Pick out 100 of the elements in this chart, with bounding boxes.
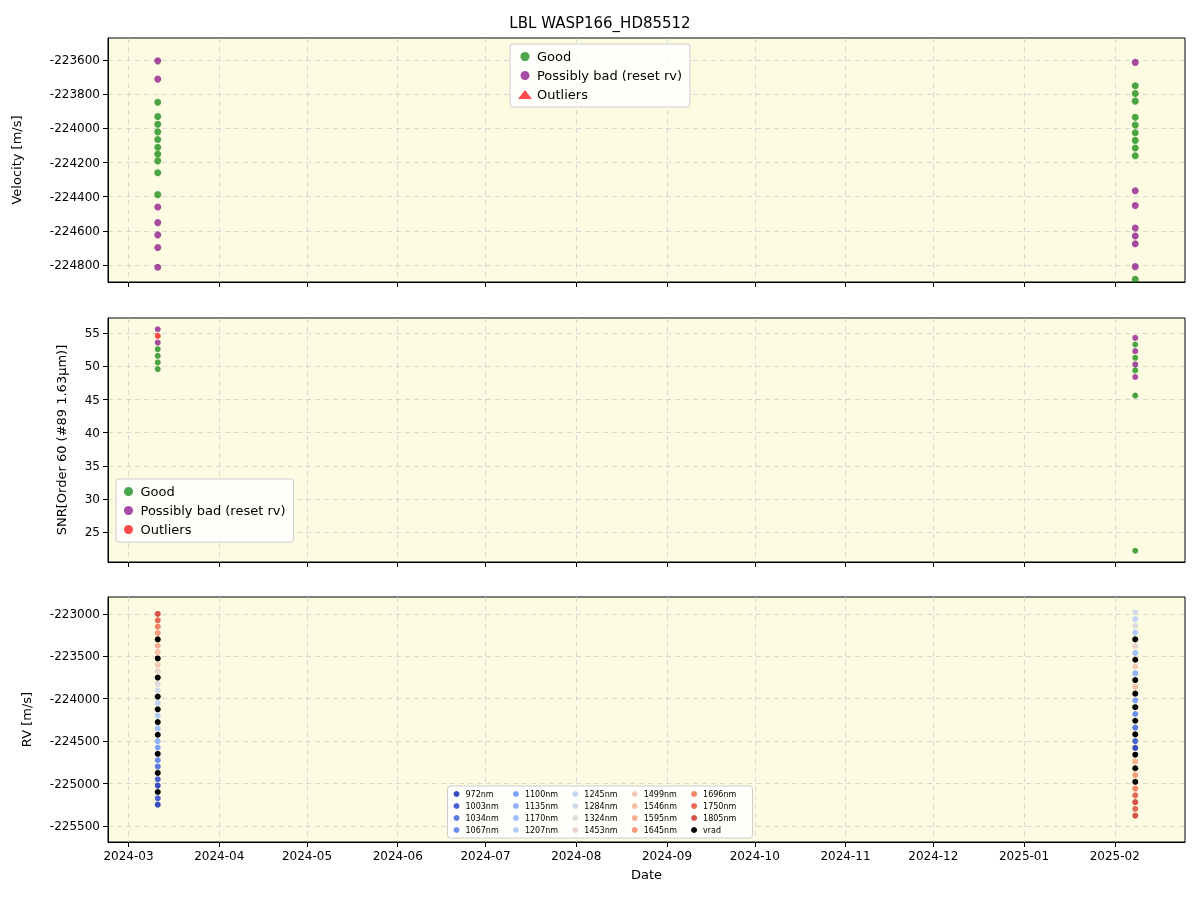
point bbox=[1132, 374, 1139, 381]
point bbox=[154, 719, 161, 726]
point bbox=[154, 731, 161, 738]
point bbox=[154, 782, 161, 789]
point bbox=[154, 636, 161, 643]
point bbox=[1132, 792, 1139, 799]
y-tick-label: 35 bbox=[84, 458, 100, 473]
point bbox=[154, 744, 161, 751]
legend-label: Good bbox=[140, 484, 175, 499]
point bbox=[154, 169, 162, 177]
y-tick-label: -223800 bbox=[49, 87, 100, 102]
legend-label: 1499nm bbox=[643, 789, 688, 799]
x-axis-title: Date bbox=[630, 867, 663, 882]
legend-label: 1284nm bbox=[584, 801, 628, 811]
point bbox=[1132, 547, 1139, 554]
x-tick-label: 2025-01 bbox=[998, 849, 1050, 863]
point bbox=[1132, 683, 1139, 690]
point bbox=[1132, 697, 1139, 704]
point bbox=[1131, 275, 1139, 283]
point bbox=[154, 801, 161, 808]
point bbox=[154, 655, 161, 662]
legend-label: Outliers bbox=[536, 87, 589, 102]
point bbox=[1131, 202, 1139, 210]
legend-label: 1805nm bbox=[703, 813, 747, 823]
point bbox=[154, 263, 162, 271]
point bbox=[1132, 670, 1139, 677]
point bbox=[1132, 778, 1139, 785]
legend-label: 1645nm bbox=[643, 825, 688, 835]
point bbox=[154, 75, 162, 83]
y-tick-label: -224200 bbox=[49, 155, 100, 170]
legend-label: 1245nm bbox=[584, 789, 628, 799]
point bbox=[1132, 361, 1139, 368]
y-tick-label: -224000 bbox=[49, 121, 100, 136]
point bbox=[1132, 656, 1139, 663]
legend-label: 1324nm bbox=[584, 813, 628, 823]
point bbox=[154, 776, 161, 783]
point bbox=[154, 712, 161, 719]
point bbox=[154, 623, 161, 630]
x-tick-label: 2024-11 bbox=[820, 849, 871, 863]
y-tick-label: -224000 bbox=[49, 691, 100, 706]
point bbox=[1132, 710, 1139, 717]
legend-label: 1750nm bbox=[703, 801, 747, 811]
point bbox=[1132, 643, 1139, 650]
x-tick-label: 2024-05 bbox=[281, 849, 333, 863]
point bbox=[154, 346, 161, 353]
y-tick-label: -224800 bbox=[49, 257, 100, 272]
point bbox=[1132, 636, 1139, 643]
point bbox=[1131, 89, 1139, 97]
point bbox=[154, 763, 161, 770]
point bbox=[1132, 649, 1139, 656]
y-tick-label: -225500 bbox=[49, 818, 100, 833]
point bbox=[1132, 765, 1139, 772]
point bbox=[154, 610, 161, 617]
y-tick-label: 40 bbox=[84, 425, 100, 440]
point bbox=[154, 244, 162, 252]
point bbox=[154, 98, 162, 106]
legend-label: Possibly bad (reset rv) bbox=[536, 68, 683, 83]
x-tick-label: 2025-02 bbox=[1089, 849, 1140, 863]
point bbox=[154, 143, 162, 151]
point bbox=[1132, 785, 1139, 792]
point bbox=[1132, 744, 1139, 751]
point bbox=[1131, 129, 1139, 137]
point bbox=[154, 642, 161, 649]
legend-label: 1170nm bbox=[524, 813, 569, 823]
point bbox=[1132, 334, 1139, 341]
y-tick-label: 55 bbox=[84, 326, 100, 341]
point bbox=[154, 157, 162, 165]
legend-label: 1135nm bbox=[524, 801, 569, 811]
point bbox=[1131, 152, 1139, 160]
point bbox=[1132, 609, 1139, 616]
point bbox=[1132, 622, 1139, 629]
point bbox=[1132, 690, 1139, 697]
point bbox=[1131, 224, 1139, 232]
y-tick-label: -223500 bbox=[49, 649, 100, 664]
point bbox=[154, 757, 161, 764]
point bbox=[1132, 751, 1139, 758]
y-tick-label: 30 bbox=[84, 492, 100, 507]
point bbox=[154, 750, 161, 757]
x-tick-label: 2024-04 bbox=[194, 849, 245, 863]
x-tick-label: 2024-03 bbox=[103, 849, 154, 863]
point bbox=[1132, 354, 1139, 361]
legend-label: 972nm bbox=[465, 789, 509, 799]
point bbox=[1131, 232, 1139, 240]
point bbox=[1132, 677, 1139, 684]
point bbox=[1131, 144, 1139, 152]
point bbox=[154, 231, 162, 239]
point bbox=[154, 668, 161, 675]
point bbox=[1132, 629, 1139, 636]
y-tick-label: -225000 bbox=[49, 776, 100, 791]
point bbox=[154, 150, 162, 158]
point bbox=[1132, 724, 1139, 731]
point bbox=[1132, 717, 1139, 724]
y-tick-label: -223000 bbox=[49, 606, 100, 621]
legend-label: 1003nm bbox=[465, 801, 509, 811]
point bbox=[1131, 136, 1139, 144]
y-tick-label: -224500 bbox=[49, 734, 100, 749]
point bbox=[1132, 348, 1139, 355]
point bbox=[1132, 731, 1139, 738]
point bbox=[1131, 121, 1139, 129]
y-tick-label: 45 bbox=[84, 392, 100, 407]
